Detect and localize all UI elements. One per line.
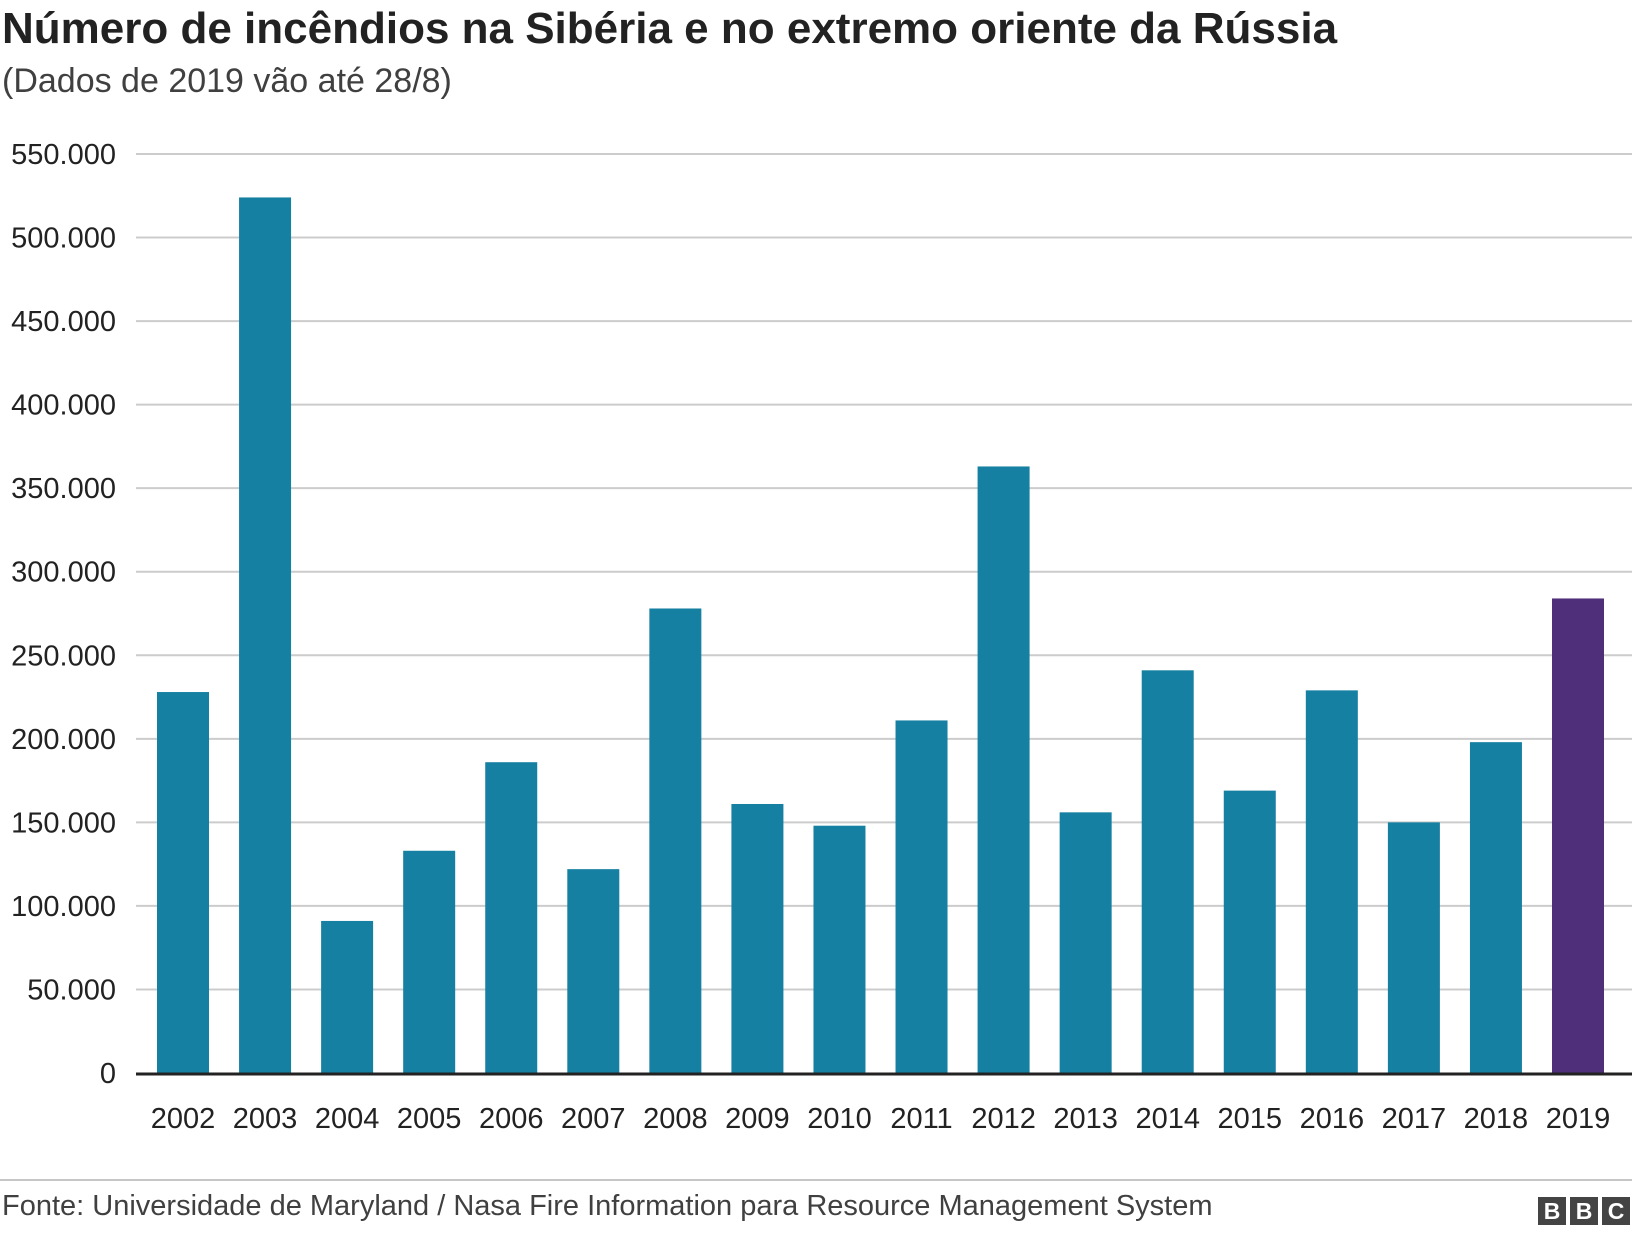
- bar-2009: [731, 803, 784, 1073]
- chart-title: Número de incêndios na Sibéria e no extr…: [2, 4, 1338, 53]
- bar-2003: [239, 197, 292, 1074]
- bar-2019: [1552, 598, 1604, 1073]
- bar-2014: [1141, 670, 1194, 1073]
- bar-2012: [977, 466, 1030, 1074]
- bar-chart: 0 50.000 100.000 150.000 200.000 250.000 300.0…: [11, 139, 1632, 1135]
- bar-2018: [1469, 742, 1522, 1073]
- x-tick-label: 2013: [1053, 1103, 1118, 1135]
- source-note: Fonte: Universidade de Maryland / Nasa F…: [2, 1190, 1213, 1222]
- y-tick-label: 250.000: [11, 640, 116, 672]
- x-tick-label: 2018: [1464, 1103, 1529, 1135]
- bars: [157, 197, 1604, 1074]
- y-tick-label: 450.000: [11, 306, 116, 338]
- x-tick-label: 2011: [890, 1103, 952, 1135]
- bar-2005: [403, 850, 456, 1073]
- bar-2007: [567, 869, 620, 1073]
- bar-2017: [1387, 822, 1440, 1073]
- bar-2010: [813, 825, 866, 1073]
- y-tick-label: 400.000: [11, 390, 116, 422]
- footer-divider: [0, 1179, 1632, 1181]
- x-tick-label: 2004: [315, 1103, 380, 1135]
- x-tick-label: 2007: [561, 1103, 626, 1135]
- x-tick-label: 2012: [971, 1103, 1036, 1135]
- x-tick-label: 2002: [151, 1103, 216, 1135]
- x-tick-label: 2015: [1218, 1103, 1283, 1135]
- x-tick-label: 2017: [1382, 1103, 1447, 1135]
- bar-2016: [1305, 690, 1358, 1073]
- bar-2002: [157, 692, 209, 1073]
- x-tick-label: 2008: [643, 1103, 708, 1135]
- gridlines: [136, 153, 1632, 991]
- x-tick-label: 2009: [725, 1103, 790, 1135]
- y-tick-label: 150.000: [11, 807, 116, 839]
- logo-letter: C: [1602, 1197, 1630, 1225]
- bar-2011: [895, 720, 948, 1073]
- bar-2008: [649, 608, 702, 1073]
- y-tick-label: 0: [100, 1058, 116, 1090]
- x-tick-label: 2016: [1300, 1103, 1365, 1135]
- bar-2004: [321, 920, 374, 1073]
- bar-2006: [485, 762, 538, 1073]
- x-tick-label: 2010: [807, 1103, 872, 1135]
- y-tick-label: 550.000: [11, 139, 116, 171]
- y-tick-label: 300.000: [11, 557, 116, 589]
- logo-letter: B: [1570, 1197, 1598, 1225]
- y-tick-label: 100.000: [11, 891, 116, 923]
- x-tick-label: 2006: [479, 1103, 544, 1135]
- bbc-logo: B B C: [1538, 1197, 1630, 1225]
- y-tick-label: 200.000: [11, 724, 116, 756]
- y-tick-label: 500.000: [11, 223, 116, 255]
- bar-2015: [1223, 790, 1276, 1073]
- x-tick-label: 2014: [1135, 1103, 1200, 1135]
- x-tick-label: 2005: [397, 1103, 462, 1135]
- x-axis-labels: 2002 2003 2004 2005 2006 2007 2008 2009 2010 2011…: [151, 1103, 1611, 1135]
- bar-2013: [1059, 812, 1112, 1073]
- x-tick-label: 2019: [1546, 1103, 1611, 1135]
- x-tick-label: 2003: [233, 1103, 298, 1135]
- y-tick-label: 50.000: [27, 974, 116, 1006]
- chart-subtitle: (Dados de 2019 vão até 28/8): [2, 62, 452, 100]
- y-axis-labels: 0 50.000 100.000 150.000 200.000 250.000 300.0…: [11, 139, 116, 1090]
- y-tick-label: 350.000: [11, 473, 116, 505]
- logo-letter: B: [1538, 1197, 1566, 1225]
